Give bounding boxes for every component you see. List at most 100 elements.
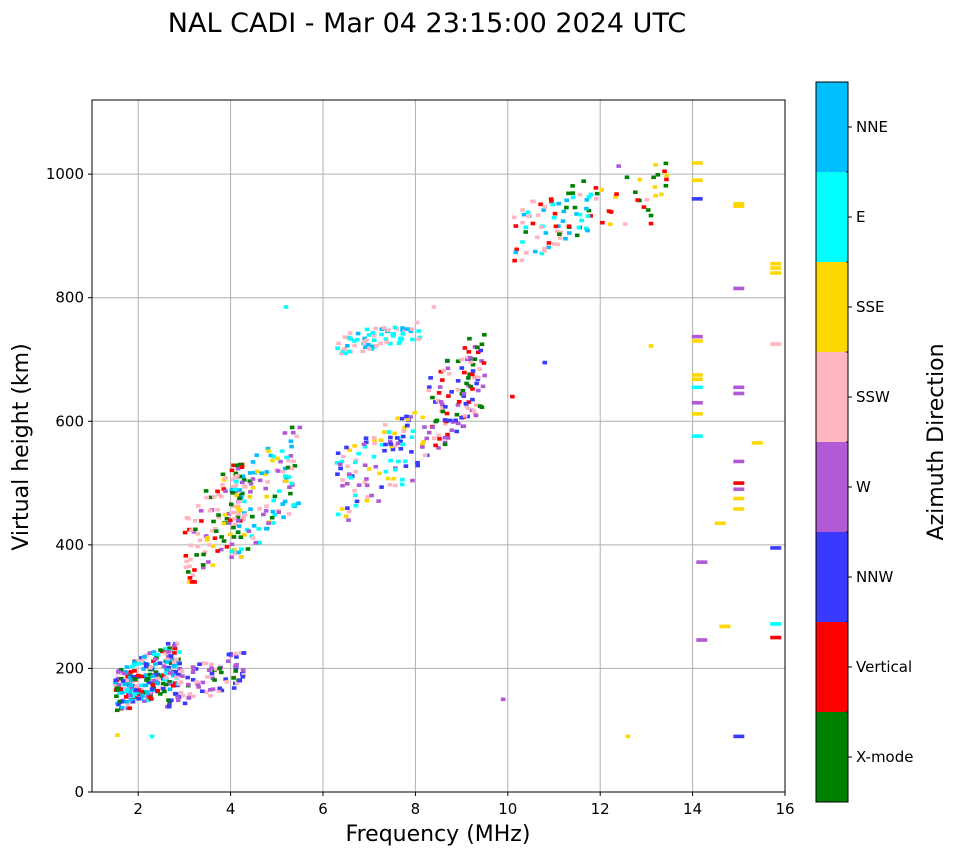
data-point (191, 667, 197, 672)
data-point (416, 329, 422, 333)
data-point (141, 657, 147, 661)
data-point (520, 220, 525, 225)
data-point (424, 436, 430, 441)
data-point (185, 682, 191, 687)
data-point (163, 675, 169, 680)
data-point (209, 666, 214, 670)
data-point (266, 521, 271, 525)
data-point (622, 222, 628, 226)
data-point (234, 479, 239, 484)
data-point (663, 183, 669, 188)
data-points (113, 161, 782, 739)
data-point (154, 676, 160, 680)
data-point (404, 414, 409, 419)
data-point (135, 659, 141, 663)
data-point (390, 332, 395, 336)
data-point (581, 179, 586, 183)
data-point (564, 198, 569, 203)
data-point (563, 236, 568, 241)
data-point (257, 478, 263, 483)
data-point (479, 342, 485, 347)
data-point (366, 467, 372, 471)
data-point (212, 678, 217, 682)
data-point (479, 359, 484, 363)
data-point (271, 498, 276, 503)
data-point (190, 573, 196, 577)
data-point (232, 487, 238, 492)
data-point (462, 370, 467, 375)
data-point (250, 485, 256, 490)
data-point (283, 305, 289, 309)
data-point (566, 224, 572, 229)
data-point (153, 673, 159, 677)
data-point (237, 488, 243, 492)
data-point (579, 218, 584, 223)
data-point (382, 422, 388, 427)
data-point (383, 337, 389, 341)
data-point (130, 683, 136, 688)
data-point (557, 232, 562, 237)
data-point (200, 689, 205, 694)
data-point (353, 458, 359, 463)
data-point (283, 479, 289, 483)
data-point (474, 381, 479, 386)
data-point (733, 202, 745, 206)
data-point (372, 438, 377, 442)
data-point (264, 470, 270, 474)
data-point (691, 161, 703, 165)
data-point (586, 208, 592, 213)
data-point (183, 553, 189, 558)
data-point (194, 680, 199, 684)
data-point (520, 240, 525, 244)
y-tick-label: 400 (55, 536, 84, 554)
data-point (445, 436, 451, 440)
data-point (228, 518, 233, 523)
data-point (430, 395, 435, 400)
data-point (405, 423, 410, 428)
data-point (165, 667, 170, 672)
data-point (465, 355, 471, 360)
grid-lines (92, 100, 785, 792)
data-point (115, 676, 121, 681)
data-point (129, 678, 134, 683)
data-point (546, 245, 551, 250)
data-point (577, 212, 583, 217)
data-point (168, 654, 174, 658)
data-point (291, 459, 297, 464)
data-point (272, 494, 278, 499)
data-point (433, 443, 438, 448)
data-point (345, 464, 350, 469)
data-point (340, 349, 346, 353)
data-point (175, 695, 180, 699)
y-axis-label: Virtual height (km) (9, 343, 34, 550)
data-point (261, 512, 266, 517)
data-point (127, 706, 132, 711)
data-point (409, 450, 414, 454)
data-point (389, 444, 394, 449)
x-tick-label: 12 (591, 800, 610, 818)
data-point (428, 376, 433, 380)
data-point (480, 384, 486, 389)
data-point (354, 337, 360, 342)
data-point (157, 674, 162, 678)
data-point (216, 513, 221, 517)
data-point (388, 458, 393, 463)
data-point (147, 651, 153, 655)
data-point (523, 251, 529, 255)
data-point (426, 430, 432, 435)
data-point (215, 549, 220, 553)
data-point (268, 453, 274, 458)
data-point (240, 674, 246, 679)
data-point (287, 485, 292, 489)
data-point (566, 191, 571, 196)
data-point (236, 512, 241, 516)
data-point (172, 651, 177, 655)
data-point (415, 463, 421, 468)
data-point (691, 377, 703, 382)
data-point (185, 570, 191, 574)
data-point (574, 233, 580, 238)
colorbar-segment (816, 262, 848, 352)
data-point (696, 638, 708, 642)
data-point (275, 469, 281, 473)
data-point (158, 692, 163, 696)
